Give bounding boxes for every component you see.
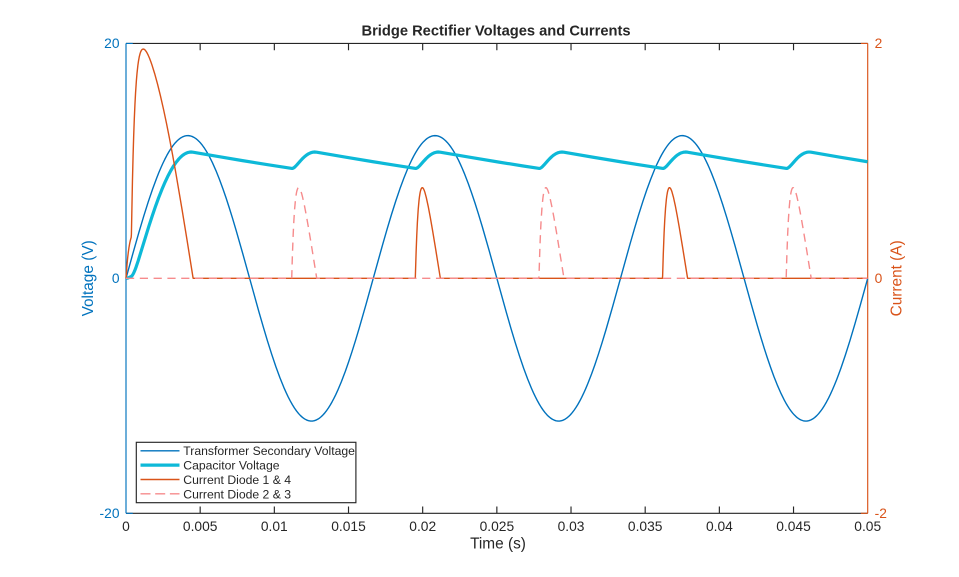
svg-text:0.015: 0.015	[331, 519, 366, 534]
svg-text:20: 20	[104, 36, 120, 51]
svg-text:0.005: 0.005	[183, 519, 218, 534]
svg-text:-2: -2	[875, 506, 887, 521]
svg-text:0: 0	[875, 271, 883, 286]
svg-text:0.05: 0.05	[854, 519, 881, 534]
svg-text:-20: -20	[100, 506, 120, 521]
svg-text:0.01: 0.01	[261, 519, 288, 534]
svg-text:0.03: 0.03	[558, 519, 585, 534]
svg-text:Bridge Rectifier Voltages and: Bridge Rectifier Voltages and Currents	[361, 24, 630, 40]
svg-text:2: 2	[875, 36, 883, 51]
svg-text:0.035: 0.035	[628, 519, 663, 534]
svg-text:Current (A): Current (A)	[888, 240, 905, 316]
svg-text:Capacitor Voltage: Capacitor Voltage	[183, 459, 279, 473]
svg-text:Voltage (V): Voltage (V)	[80, 240, 97, 316]
svg-text:Current Diode 1 & 4: Current Diode 1 & 4	[183, 473, 291, 487]
svg-text:0.045: 0.045	[776, 519, 811, 534]
svg-text:0.025: 0.025	[480, 519, 515, 534]
svg-text:Transformer Secondary Voltage: Transformer Secondary Voltage	[183, 444, 355, 458]
svg-text:Current Diode 2 & 3: Current Diode 2 & 3	[183, 487, 291, 501]
svg-text:0: 0	[122, 519, 130, 534]
svg-text:0.04: 0.04	[706, 519, 733, 534]
svg-text:Time (s): Time (s)	[470, 536, 526, 553]
svg-text:0: 0	[112, 271, 120, 286]
svg-text:0.02: 0.02	[409, 519, 436, 534]
